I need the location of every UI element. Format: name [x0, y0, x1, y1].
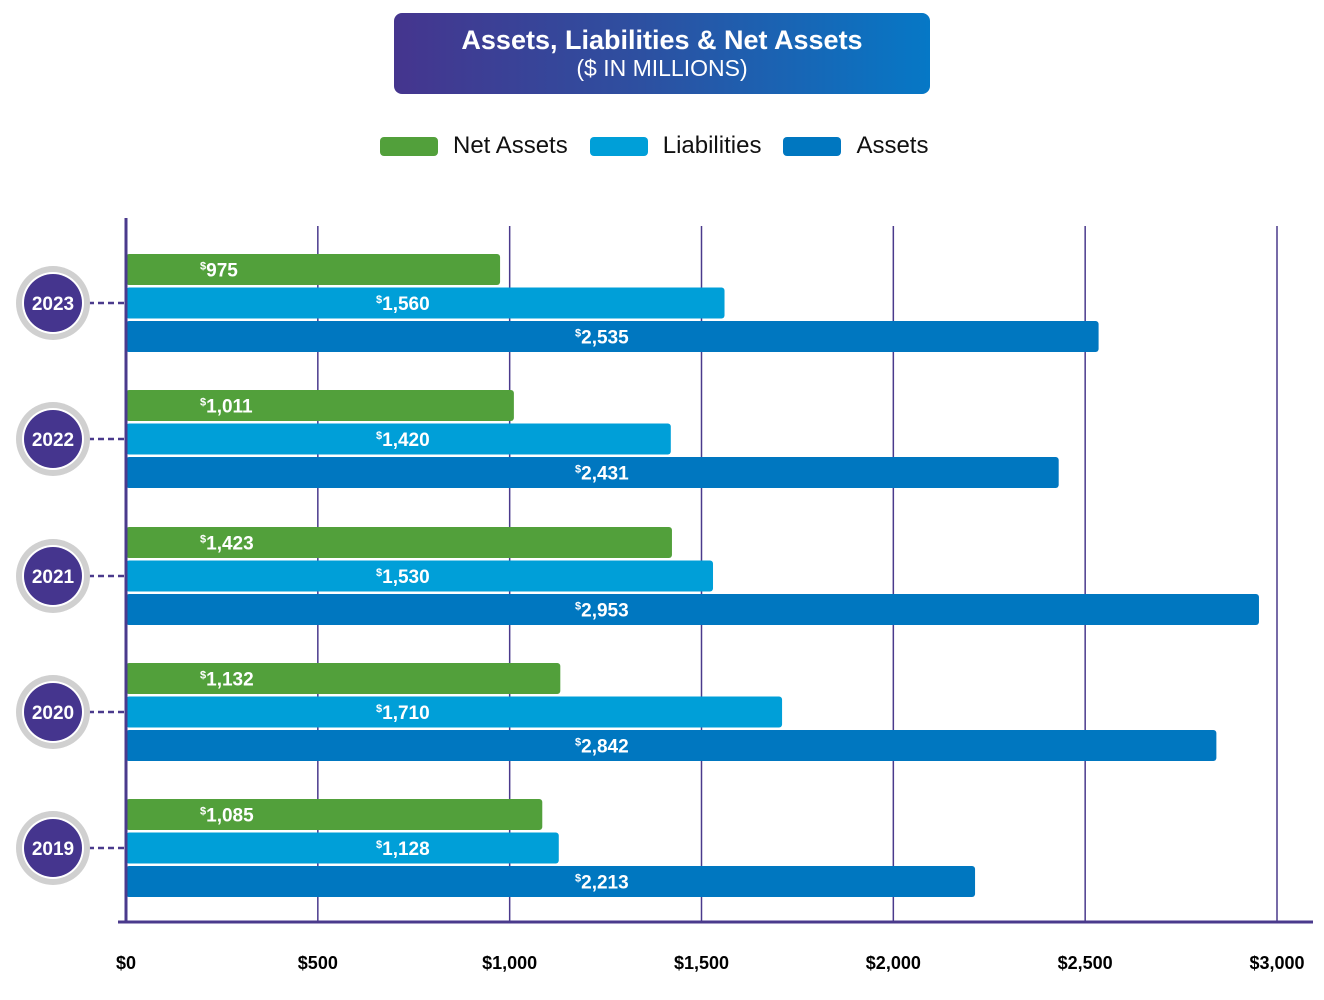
bar-assets	[126, 321, 1099, 352]
x-tick-label: $0	[116, 953, 136, 973]
year-badge	[24, 274, 82, 332]
legend-swatch	[589, 136, 648, 156]
bar-liabilities	[126, 832, 559, 864]
year-label: 2022	[32, 430, 74, 451]
legend-label: Net Assets	[453, 132, 568, 159]
data-label: $1,011	[200, 397, 253, 418]
bar-liabilities	[126, 423, 671, 455]
year-label: 2019	[32, 839, 74, 860]
bar-assets	[126, 866, 976, 897]
data-label: $2,953	[575, 601, 629, 622]
bar-assets	[126, 730, 1217, 761]
bar-net-assets	[126, 390, 514, 421]
bar-assets	[126, 457, 1059, 488]
chart-title-box: Assets, Liabilities & Net Assets ($ IN M…	[394, 13, 930, 94]
bar-liabilities	[126, 287, 725, 319]
chart-subtitle: ($ IN MILLIONS)	[576, 55, 748, 81]
data-label: $1,132	[200, 670, 254, 691]
data-label: $1,128	[376, 839, 430, 860]
bar-net-assets	[126, 527, 672, 558]
legend-item-assets: Assets	[783, 132, 928, 160]
bar-net-assets	[126, 663, 561, 694]
data-label: $2,535	[575, 328, 629, 349]
data-label: $1,085	[200, 806, 254, 827]
year-badge	[24, 547, 82, 605]
legend-label: Assets	[856, 132, 929, 159]
legend: Net Assets Liabilities Assets	[380, 132, 950, 160]
x-tick-label: $1,000	[482, 953, 537, 973]
legend-item-liabilities: Liabilities	[589, 132, 762, 160]
year-badge	[24, 683, 82, 741]
legend-swatch	[380, 136, 438, 156]
year-badge	[24, 410, 82, 468]
legend-label: Liabilities	[662, 132, 762, 159]
data-label: $1,530	[376, 567, 430, 588]
x-tick-label: $1,500	[674, 953, 729, 973]
year-badge	[24, 819, 82, 877]
legend-item-net-assets: Net Assets	[380, 132, 568, 160]
bar-net-assets	[126, 799, 543, 830]
data-label: $1,423	[200, 534, 254, 555]
x-tick-label: $500	[298, 953, 338, 973]
data-label: $2,431	[575, 464, 629, 485]
bar-net-assets	[126, 254, 501, 285]
data-label: $1,420	[376, 430, 430, 451]
chart-title: Assets, Liabilities & Net Assets	[461, 25, 863, 55]
year-label: 2023	[32, 294, 74, 315]
data-label: $1,710	[376, 703, 430, 724]
data-label: $1,560	[376, 294, 430, 315]
x-tick-label: $2,000	[866, 953, 921, 973]
bar-liabilities	[126, 696, 783, 728]
data-label: $2,213	[575, 873, 629, 894]
year-label: 2021	[32, 567, 75, 588]
legend-swatch	[783, 136, 842, 156]
bar-liabilities	[126, 560, 714, 592]
x-tick-label: $3,000	[1249, 953, 1304, 973]
data-label: $2,842	[575, 737, 629, 758]
data-label: $975	[200, 261, 238, 282]
year-label: 2020	[32, 703, 74, 724]
x-tick-label: $2,500	[1058, 953, 1113, 973]
bar-assets	[126, 594, 1259, 625]
